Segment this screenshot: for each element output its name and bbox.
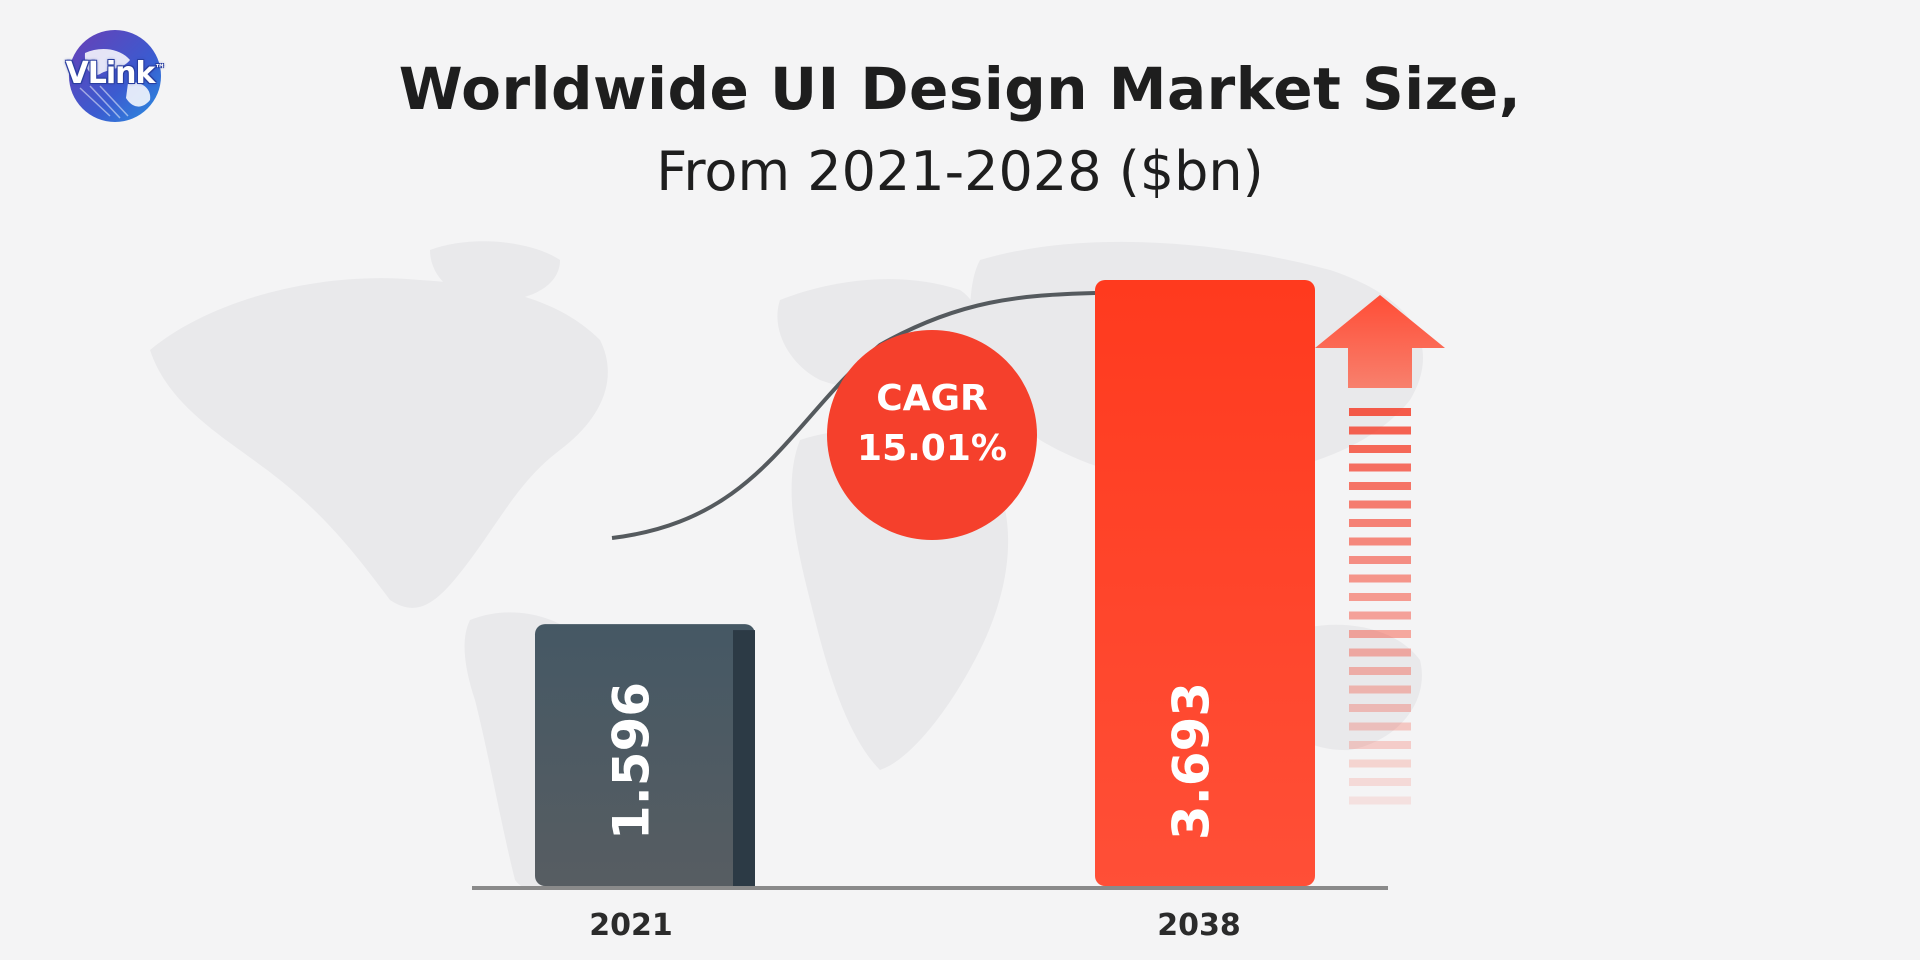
x-tick-2021: 2021	[589, 908, 673, 943]
arrow-stripe	[1349, 611, 1411, 620]
logo-text: VLink™	[65, 56, 166, 91]
arrow-stripe	[1349, 500, 1411, 509]
arrow-stripe	[1349, 519, 1411, 527]
arrow-stripe	[1349, 482, 1411, 490]
arrow-stripe	[1349, 556, 1411, 564]
chart-title: Worldwide UI Design Market Size,	[398, 55, 1522, 123]
arrow-stripe	[1349, 426, 1411, 435]
vlink-logo: VLink™	[40, 28, 190, 128]
arrow-stripe	[1349, 574, 1411, 583]
globe-icon	[69, 30, 161, 122]
cagr-label: CAGR	[876, 378, 988, 419]
arrow-stripe	[1349, 722, 1411, 731]
arrow-stripe	[1349, 630, 1411, 638]
value-label-2038: 3.693	[1163, 682, 1221, 840]
arrow-stripe	[1349, 667, 1411, 675]
arrow-stripe	[1349, 463, 1411, 472]
arrow-stripe	[1349, 537, 1411, 546]
arrow-stripe	[1349, 648, 1411, 657]
arrow-stripe	[1349, 759, 1411, 768]
cagr-circle	[827, 330, 1037, 540]
cagr-badge: CAGR 15.01%	[827, 330, 1037, 540]
arrow-stripe	[1349, 796, 1411, 805]
bar-2021	[535, 624, 755, 886]
map-north-america	[150, 278, 608, 608]
arrow-stripe	[1349, 685, 1411, 694]
map-greenland	[430, 241, 560, 301]
bar-side-shade	[733, 630, 755, 886]
arrow-head	[1315, 295, 1445, 388]
arrow-stripe	[1349, 445, 1411, 453]
growth-arrow-icon	[1315, 295, 1445, 805]
arrow-stripe	[1349, 408, 1411, 416]
value-label-2021: 1.596	[603, 682, 661, 840]
arrow-stripe	[1349, 778, 1411, 786]
cagr-value: 15.01%	[857, 428, 1007, 469]
bar-2038	[1095, 280, 1315, 886]
arrow-stripe	[1349, 741, 1411, 749]
arrow-stripe	[1349, 593, 1411, 601]
chart-subtitle: From 2021-2028 ($bn)	[656, 140, 1264, 203]
arrow-stripe	[1349, 704, 1411, 712]
x-tick-2038: 2038	[1157, 908, 1241, 943]
